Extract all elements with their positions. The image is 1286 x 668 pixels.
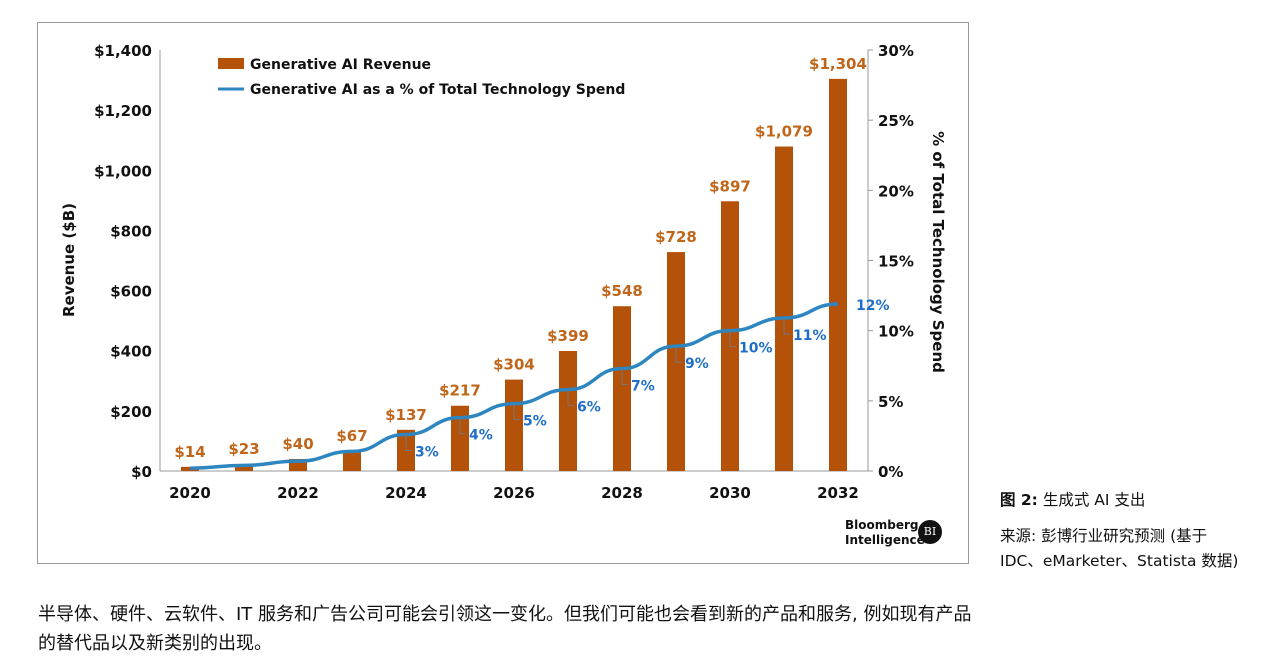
revenue-data-label: $137 xyxy=(385,406,427,424)
share-data-label: 9% xyxy=(685,356,709,372)
legend-label-share: Generative AI as a % of Total Technology… xyxy=(250,82,625,98)
share-data-label: 4% xyxy=(469,428,493,444)
label-leader xyxy=(567,389,574,407)
y2-tick-label: 10% xyxy=(878,323,914,341)
y2-axis-title: % of Total Technology Spend xyxy=(929,131,947,373)
bloomberg-logo: Bloomberg Intelligence xyxy=(845,518,925,547)
revenue-bar xyxy=(505,379,523,471)
label-leader xyxy=(513,403,520,421)
share-data-label: 12% xyxy=(856,298,890,314)
y2-tick-label: 15% xyxy=(878,253,914,271)
revenue-bar xyxy=(613,306,631,471)
revenue-bar xyxy=(559,351,577,471)
legend-bar-swatch xyxy=(218,58,244,69)
revenue-data-label: $399 xyxy=(547,327,589,345)
label-leader xyxy=(783,318,790,335)
y-tick-label: $0 xyxy=(131,463,152,481)
revenue-data-label: $728 xyxy=(655,228,697,246)
label-leader xyxy=(729,330,736,348)
y-tick-label: $1,400 xyxy=(94,42,152,60)
y2-tick-label: 25% xyxy=(878,112,914,130)
revenue-data-label: $548 xyxy=(601,282,643,300)
y-tick-label: $400 xyxy=(110,343,152,361)
revenue-data-label: $1,079 xyxy=(755,123,813,141)
y-tick-label: $600 xyxy=(110,283,152,301)
x-tick-label: 2020 xyxy=(169,484,211,502)
x-tick-label: 2032 xyxy=(817,484,859,502)
label-leader xyxy=(675,346,682,363)
bi-badge: BI xyxy=(918,520,942,544)
share-data-label: 7% xyxy=(631,379,655,395)
share-data-label: 11% xyxy=(793,328,827,344)
y-tick-label: $200 xyxy=(110,403,152,421)
y-tick-label: $800 xyxy=(110,222,152,240)
y2-tick-label: 5% xyxy=(878,393,903,411)
figure-source: 来源: 彭博行业研究预测 (基于 IDC、eMarketer、Statista … xyxy=(1000,527,1239,570)
share-data-label: 3% xyxy=(415,445,439,461)
y-axis-title: Revenue ($B) xyxy=(60,203,78,317)
revenue-data-label: $67 xyxy=(336,427,367,445)
y-tick-label: $1,000 xyxy=(94,162,152,180)
revenue-data-label: $40 xyxy=(282,435,313,453)
label-leader xyxy=(405,434,412,452)
revenue-bar xyxy=(451,405,469,471)
figure-caption: 图 2: 生成式 AI 支出 xyxy=(1000,491,1146,509)
chart-frame xyxy=(37,22,969,564)
y2-tick-label: 20% xyxy=(878,182,914,200)
x-tick-label: 2022 xyxy=(277,484,319,502)
revenue-bar xyxy=(235,464,253,471)
y2-tick-label: 30% xyxy=(878,42,914,60)
share-data-label: 10% xyxy=(739,341,773,357)
y-tick-label: $1,200 xyxy=(94,102,152,120)
label-leader xyxy=(459,417,466,435)
share-data-label: 6% xyxy=(577,400,601,416)
x-tick-label: 2026 xyxy=(493,484,535,502)
y2-tick-label: 0% xyxy=(878,463,903,481)
revenue-data-label: $1,304 xyxy=(809,55,867,73)
revenue-bar xyxy=(775,146,793,471)
x-tick-label: 2028 xyxy=(601,484,643,502)
revenue-data-label: $217 xyxy=(439,382,481,400)
label-leader xyxy=(621,368,628,386)
body-paragraph: 半导体、硬件、云软件、IT 服务和广告公司可能会引领这一变化。但我们可能也会看到… xyxy=(38,604,972,654)
revenue-bar xyxy=(829,78,847,472)
legend-label-revenue: Generative AI Revenue xyxy=(250,57,431,73)
revenue-data-label: $23 xyxy=(228,440,259,458)
x-tick-label: 2030 xyxy=(709,484,751,502)
revenue-data-label: $14 xyxy=(174,443,205,461)
share-data-label: 5% xyxy=(523,414,547,430)
revenue-data-label: $304 xyxy=(493,356,535,374)
revenue-data-label: $897 xyxy=(709,177,751,195)
x-tick-label: 2024 xyxy=(385,484,427,502)
revenue-bar xyxy=(343,450,361,471)
